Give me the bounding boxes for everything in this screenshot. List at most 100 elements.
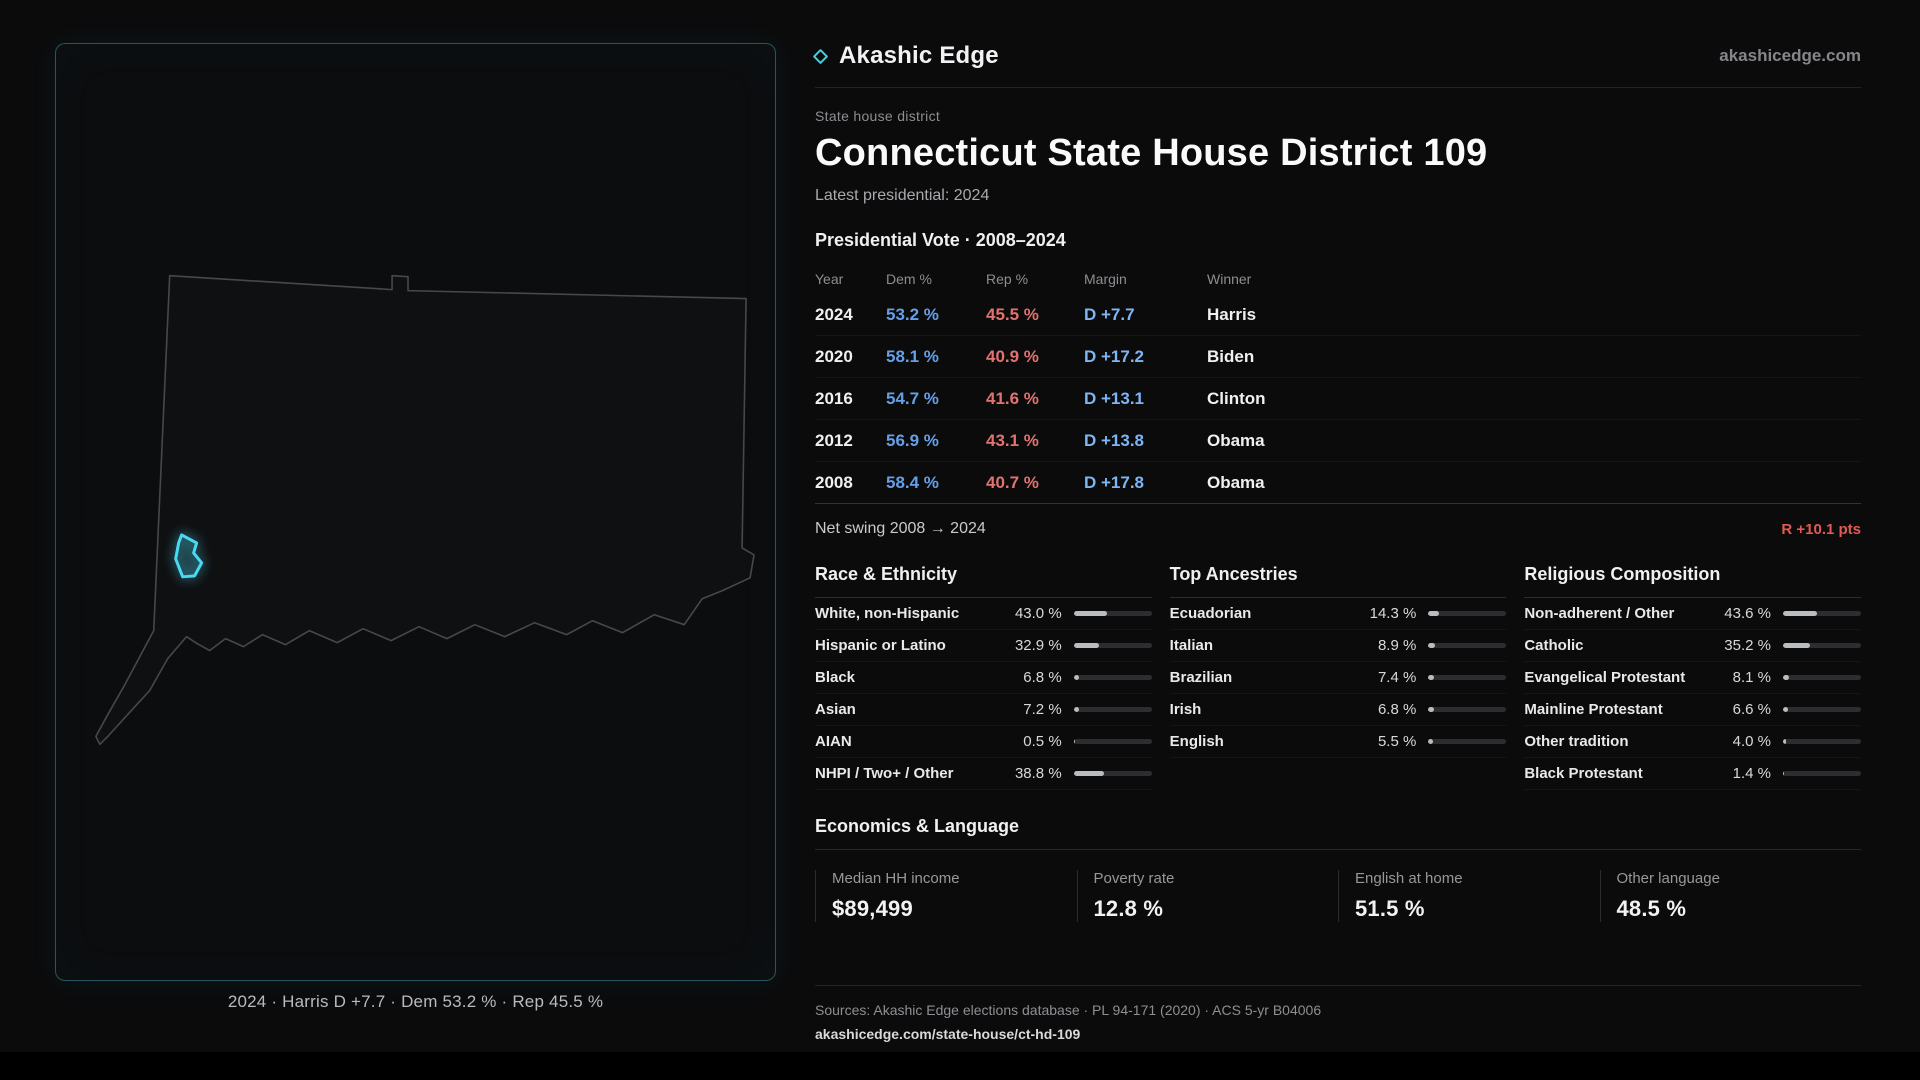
demographic-bar-track — [1073, 707, 1152, 712]
demographic-bar-track — [1782, 611, 1861, 616]
demographic-label: English — [1169, 733, 1224, 750]
cell-margin: D +17.8 — [1084, 472, 1145, 492]
demographic-bar-fill — [1428, 643, 1436, 648]
stat-value: 12.8 % — [1093, 896, 1164, 921]
permalink-link[interactable]: akashicedge.com/state-house/ct-hd-109 — [815, 1026, 1081, 1042]
demographic-value: 14.3 % — [1369, 605, 1417, 622]
cell-dem: 58.4 % — [886, 472, 939, 492]
demographic-bar-fill — [1073, 707, 1080, 712]
demographic-bar-track — [1428, 707, 1507, 712]
demographic-value: 8.1 % — [1732, 669, 1771, 686]
demographic-bar-track — [1073, 611, 1152, 616]
net-swing-row: Net swing 2008 → 2024 R +10.1 pts — [815, 504, 1861, 550]
brand-name: Akashic Edge — [839, 42, 999, 69]
table-header: Year Dem % Rep % Margin Winner — [815, 264, 1861, 294]
demographic-label: Black Protestant — [1524, 765, 1643, 782]
presidential-vote-heading: Presidential Vote · 2008–2024 — [815, 230, 1066, 250]
connecticut-outline — [95, 274, 755, 746]
demographic-row: Black Protestant 1.4 % — [1524, 758, 1861, 790]
presidential-row: 2024 53.2 % 45.5 % D +7.7 Harris — [815, 294, 1861, 336]
demographic-label: Catholic — [1524, 637, 1584, 654]
demographic-row: Hispanic or Latino 32.9 % — [815, 630, 1152, 662]
economics-stats: Median HH income $89,499 Poverty rate 12.8 … — [815, 870, 1861, 922]
cell-year: 2020 — [815, 346, 853, 366]
demographic-bar-track — [1428, 611, 1507, 616]
cell-rep: 41.6 % — [986, 388, 1039, 408]
demographic-bar-track — [1073, 675, 1152, 680]
header-divider — [815, 87, 1861, 88]
net-swing-label: Net swing 2008 → 2024 — [815, 520, 986, 537]
map-panel — [55, 43, 776, 981]
demographic-value: 35.2 % — [1724, 637, 1771, 654]
economics-heading: Economics & Language — [815, 816, 1861, 850]
cell-winner: Obama — [1207, 430, 1265, 450]
demographic-row: Other tradition 4.0 % — [1524, 726, 1861, 758]
stat-label: Poverty rate — [1093, 870, 1175, 887]
cell-margin: D +7.7 — [1084, 304, 1135, 324]
demographic-value: 43.0 % — [1014, 605, 1062, 622]
col-year: Year — [815, 271, 844, 287]
demographic-bar-fill — [1073, 771, 1104, 776]
demographic-row: Non-adherent / Other 43.6 % — [1524, 598, 1861, 630]
demographic-rows: Non-adherent / Other 43.6 % Catholic 35.2 %… — [1524, 598, 1861, 790]
presidential-rows: 2024 53.2 % 45.5 % D +7.7 Harris 2020 58.1 % 40… — [815, 294, 1861, 504]
demographic-value: 7.2 % — [1023, 701, 1062, 718]
demographic-bar-fill — [1782, 611, 1817, 616]
demographic-section-title: Religious Composition — [1524, 556, 1861, 598]
demographic-bar-track — [1782, 643, 1861, 648]
demographic-bar-track — [1073, 643, 1152, 648]
stat-value: 48.5 % — [1616, 896, 1687, 921]
demographic-bar-track — [1428, 739, 1507, 744]
bottom-strip — [0, 1052, 1920, 1080]
demographic-bar-fill — [1782, 771, 1785, 776]
demographic-rows: White, non-Hispanic 43.0 % Hispanic or Lat… — [815, 598, 1152, 790]
stat-value: 51.5 % — [1355, 896, 1425, 921]
demographic-row: Mainline Protestant 6.6 % — [1524, 694, 1861, 726]
demographic-label: Hispanic or Latino — [815, 637, 946, 654]
stat-cell: Poverty rate 12.8 % — [1076, 870, 1339, 922]
presidential-row: 2020 58.1 % 40.9 % D +17.2 Biden — [815, 336, 1861, 378]
demographic-label: Evangelical Protestant — [1524, 669, 1686, 686]
cell-rep: 45.5 % — [986, 304, 1039, 324]
demographic-value: 8.9 % — [1377, 637, 1417, 654]
district-109-shape[interactable] — [174, 533, 204, 579]
demographic-bar-fill — [1428, 707, 1434, 712]
demographic-value: 43.6 % — [1724, 605, 1771, 622]
cell-rep: 40.7 % — [986, 472, 1039, 492]
site-domain-link[interactable]: akashicedge.com — [1719, 46, 1861, 65]
demographic-label: AIAN — [815, 733, 852, 750]
stat-label: Median HH income — [832, 870, 960, 887]
demographic-label: Non-adherent / Other — [1524, 605, 1675, 622]
cell-rep: 40.9 % — [986, 346, 1039, 366]
sources-text: Sources: Akashic Edge elections database… — [815, 1002, 1322, 1018]
demographic-bar-fill — [1782, 707, 1789, 712]
demographic-section-title: Race & Ethnicity — [815, 556, 1152, 598]
stat-cell: Other language 48.5 % — [1599, 870, 1862, 922]
demographic-label: Brazilian — [1169, 669, 1233, 686]
demographic-value: 32.9 % — [1014, 637, 1062, 654]
demographic-label: Asian — [815, 701, 856, 718]
demographic-row: Ecuadorian 14.3 % — [1169, 598, 1507, 630]
demographic-bar-fill — [1428, 739, 1433, 744]
demographic-bar-track — [1782, 707, 1861, 712]
demographic-row: NHPI / Two+ / Other 38.8 % — [815, 758, 1152, 790]
cell-winner: Harris — [1207, 304, 1257, 324]
demographic-label: NHPI / Two+ / Other — [815, 765, 954, 782]
race-ethnicity-section: Race & Ethnicity White, non-Hispanic 43.0… — [815, 556, 1152, 790]
presidential-row: 2016 54.7 % 41.6 % D +13.1 Clinton — [815, 378, 1861, 420]
demographic-value: 6.6 % — [1732, 701, 1771, 718]
col-dem: Dem % — [886, 271, 932, 287]
demographic-label: Ecuadorian — [1169, 605, 1252, 622]
demographic-row: Italian 8.9 % — [1169, 630, 1507, 662]
cell-margin: D +13.1 — [1084, 388, 1145, 408]
cell-year: 2024 — [815, 304, 853, 324]
demographic-label: Mainline Protestant — [1524, 701, 1663, 718]
demographic-bar-track — [1073, 771, 1152, 776]
demographic-label: Black — [815, 669, 856, 686]
demographic-row: English 5.5 % — [1169, 726, 1507, 758]
demographic-value: 7.4 % — [1377, 669, 1417, 686]
demographic-bar-track — [1428, 643, 1507, 648]
state-map — [95, 274, 755, 746]
stat-label: English at home — [1355, 870, 1463, 887]
demographic-row: AIAN 0.5 % — [815, 726, 1152, 758]
